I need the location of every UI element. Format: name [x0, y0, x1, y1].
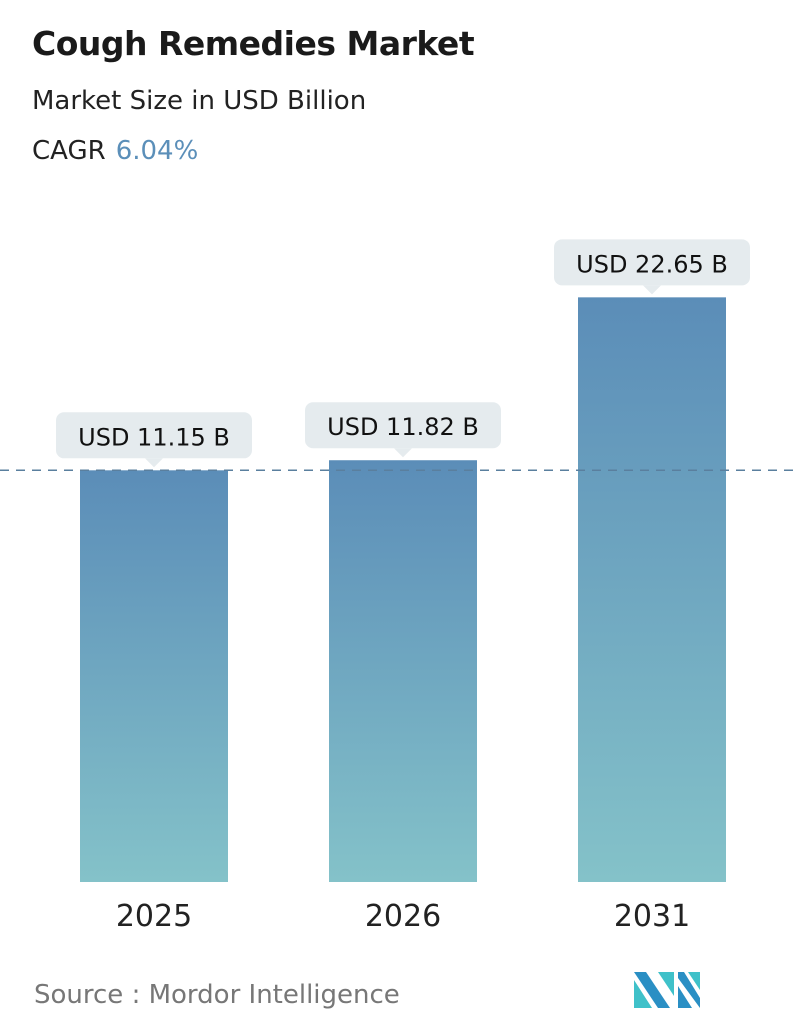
bar-2026 [329, 460, 477, 882]
data-label-text: USD 11.82 B [327, 413, 479, 441]
cagr: CAGR 6.04% [32, 136, 198, 166]
bar-2025 [80, 470, 228, 882]
data-label-2026: USD 11.82 B [305, 402, 501, 458]
source-text: Source : Mordor Intelligence [34, 980, 400, 1010]
chart-title: Cough Remedies Market [32, 24, 475, 63]
data-label-text: USD 11.15 B [78, 423, 230, 451]
chart-subtitle: Market Size in USD Billion [32, 86, 367, 116]
cagr-label: CAGR [32, 136, 106, 166]
x-tick-label: 2026 [365, 899, 441, 934]
x-tick-label: 2031 [614, 899, 690, 934]
bar-2031 [578, 297, 726, 882]
bar-chart: USD 11.15 B 2025 USD 11.82 B 2026 USD 22.65 … [0, 239, 796, 934]
mordor-logo-icon [634, 972, 700, 1008]
data-label-text: USD 22.65 B [576, 250, 728, 278]
cagr-value: 6.04% [115, 136, 199, 166]
data-label-2031: USD 22.65 B [554, 239, 750, 295]
data-label-2025: USD 11.15 B [56, 412, 252, 468]
x-tick-label: 2025 [116, 899, 192, 934]
